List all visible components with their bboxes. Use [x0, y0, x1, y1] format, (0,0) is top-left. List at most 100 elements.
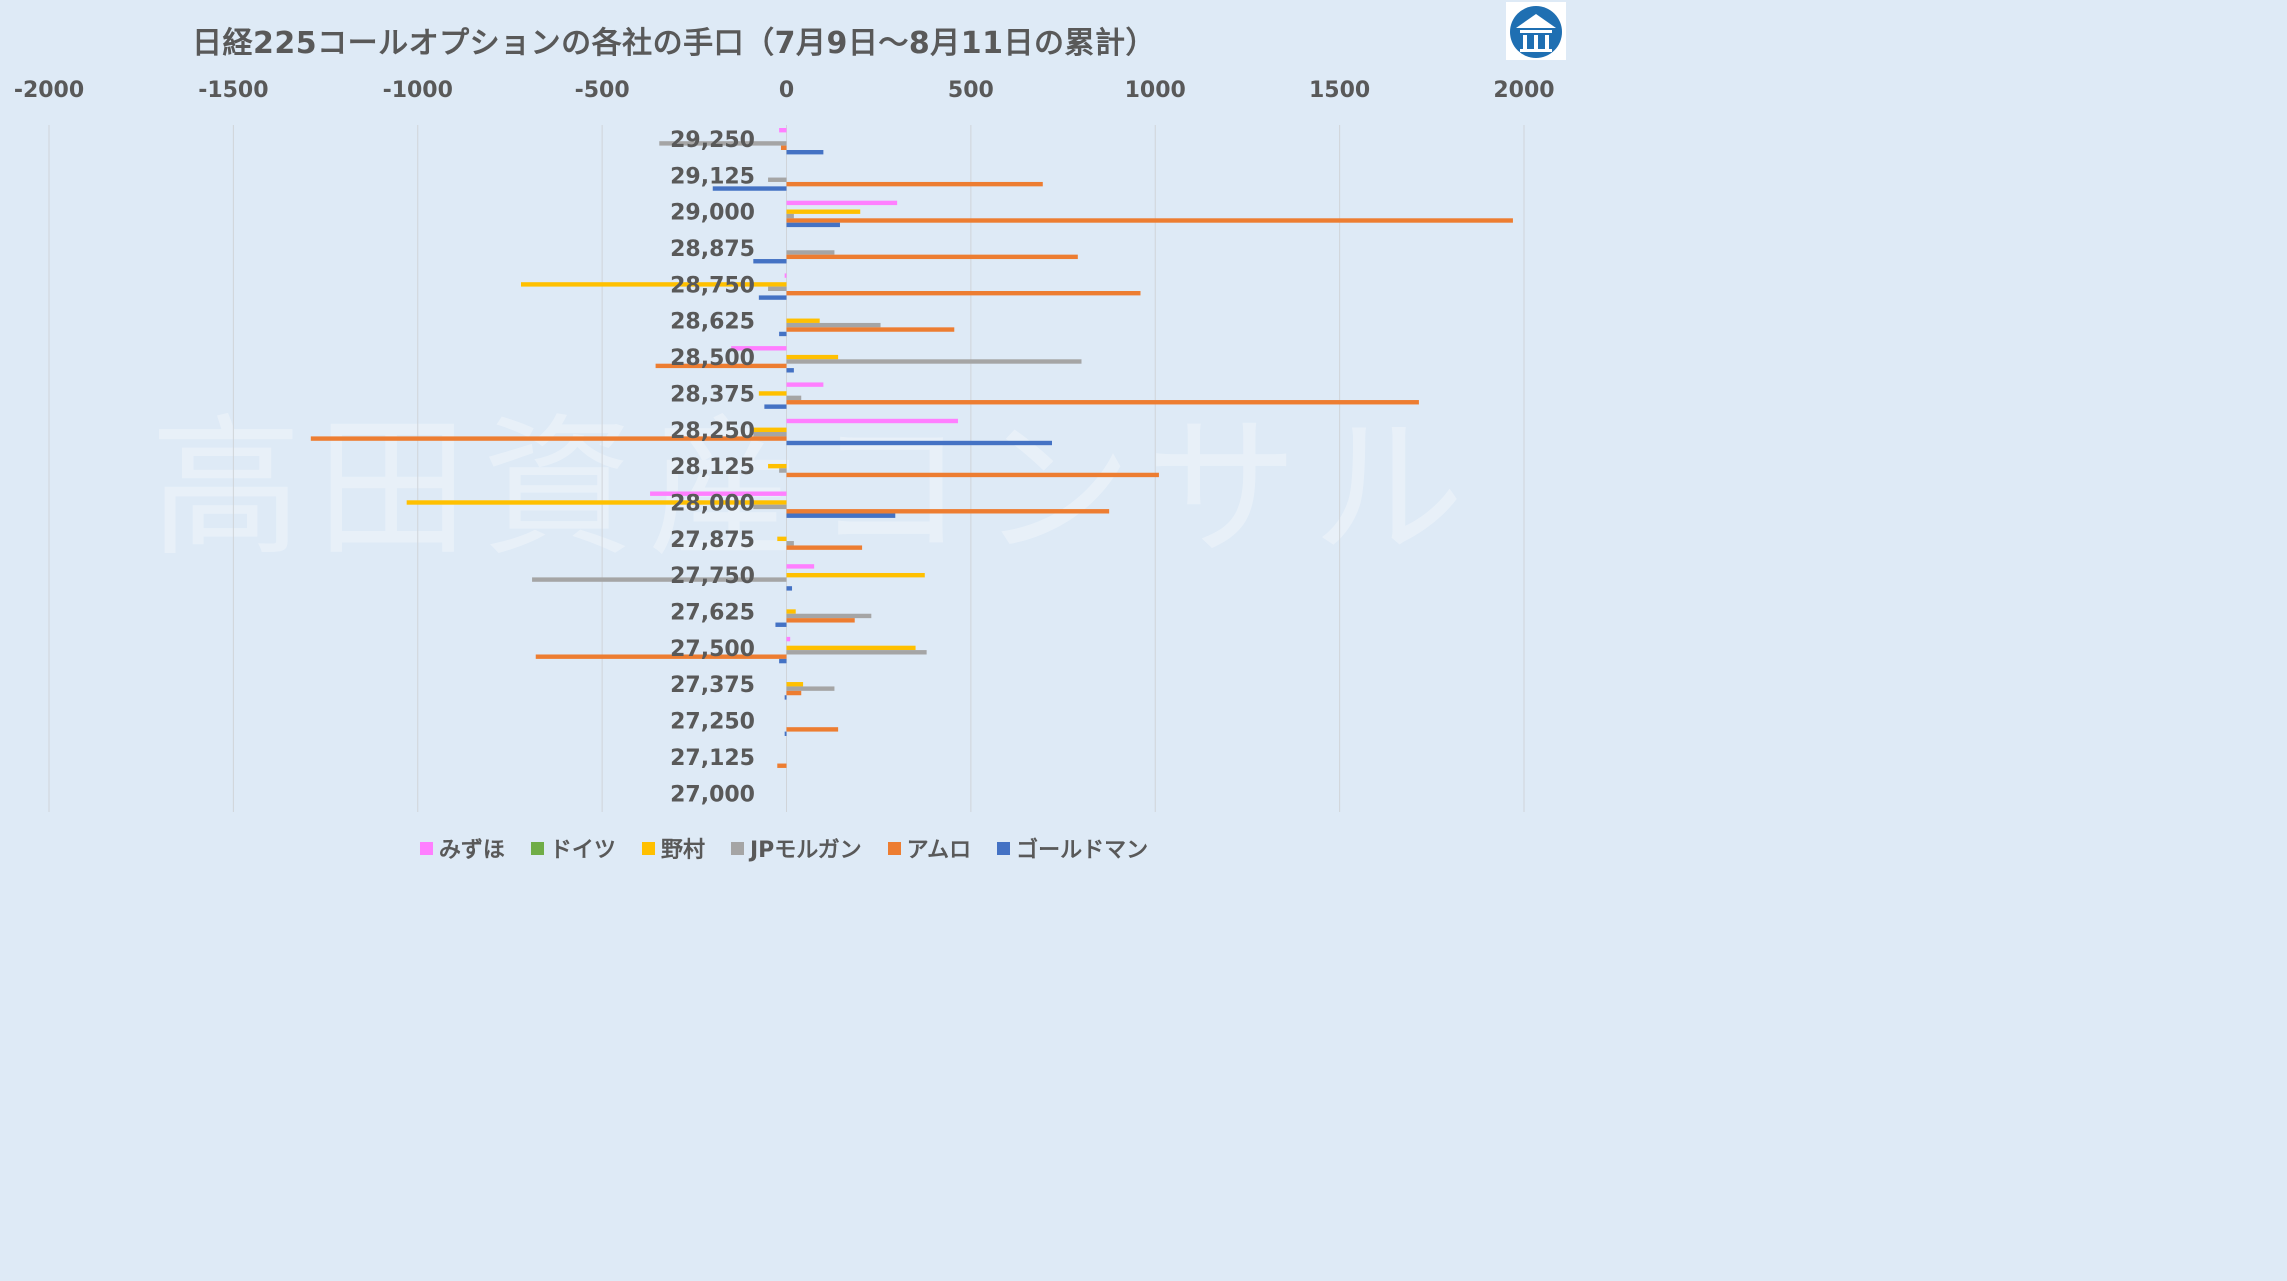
- bar: [786, 727, 839, 732]
- category-label: 28,125: [670, 455, 755, 480]
- legend-swatch: [997, 841, 1011, 855]
- x-tick-label: -2000: [14, 78, 84, 103]
- bar: [786, 213, 794, 219]
- bar: [406, 500, 787, 505]
- bar: [786, 609, 796, 614]
- bar: [650, 491, 787, 496]
- legend-label: ドイツ: [549, 838, 616, 863]
- bar: [786, 618, 855, 623]
- bar: [786, 686, 835, 691]
- bar: [655, 363, 787, 369]
- bar: [786, 541, 794, 546]
- legend-item: アムロ: [887, 832, 972, 864]
- bar: [521, 282, 787, 287]
- bar: [764, 404, 787, 409]
- bar: [786, 322, 881, 328]
- legend-item: JPモルガン: [730, 832, 862, 864]
- legend-swatch: [641, 841, 655, 855]
- legend-item: ゴールドマン: [997, 832, 1148, 864]
- bar: [786, 318, 820, 323]
- chart-title: 日経225コールオプションの各社の手口（7月9日～8月11日の累計）: [192, 26, 1156, 61]
- bar: [779, 331, 787, 337]
- category-label: 27,875: [670, 528, 755, 553]
- category-label: 27,500: [670, 637, 755, 662]
- legend-label: 野村: [660, 838, 705, 863]
- category-label: 28,625: [670, 310, 755, 335]
- bar: [786, 222, 840, 228]
- bar: [786, 181, 1043, 187]
- bar: [786, 359, 1082, 364]
- bar: [786, 545, 863, 550]
- legend-label: みずほ: [438, 838, 505, 863]
- bar: [786, 572, 925, 578]
- bar: [786, 218, 1513, 223]
- bar: [786, 586, 793, 591]
- x-tick-label: 1500: [1309, 78, 1370, 103]
- bar: [786, 382, 824, 387]
- bar: [784, 695, 787, 700]
- bar: [659, 141, 787, 146]
- bar: [786, 636, 791, 642]
- category-label: 27,000: [670, 782, 755, 807]
- bar: [786, 290, 1141, 296]
- bar: [786, 250, 835, 255]
- bar: [786, 682, 804, 687]
- category-label: 27,375: [670, 673, 755, 698]
- bar: [731, 346, 787, 351]
- legend-item: みずほ: [419, 832, 505, 864]
- legend-label: ゴールドマン: [1016, 838, 1149, 863]
- logo-icon: [1506, 2, 1566, 60]
- bar: [780, 145, 787, 150]
- bar: [768, 177, 787, 182]
- legend-label: JPモルガン: [749, 838, 862, 863]
- bar: [786, 613, 872, 619]
- bar: [779, 468, 787, 473]
- bar: [786, 472, 1159, 478]
- legend-item: ドイツ: [530, 832, 616, 864]
- bar: [786, 418, 958, 424]
- bar: [753, 431, 787, 437]
- category-label: 28,000: [670, 491, 755, 516]
- legend-swatch: [887, 841, 901, 855]
- legend-swatch: [730, 841, 744, 855]
- bar: [786, 513, 896, 518]
- bar: [786, 645, 916, 651]
- category-label: 27,750: [670, 564, 755, 589]
- x-tick-label: 1000: [1125, 78, 1186, 103]
- bar: [753, 504, 787, 510]
- bar: [712, 186, 787, 191]
- legend-swatch: [419, 841, 433, 855]
- legend: みずほ ドイツ 野村 JPモルガン アムロ ゴールドマン: [0, 832, 1568, 864]
- bar: [784, 731, 787, 736]
- category-label: 28,500: [670, 346, 755, 371]
- bar: [786, 400, 1419, 405]
- category-label: 27,625: [670, 601, 755, 626]
- x-tick-label: -500: [575, 78, 630, 103]
- bar: [786, 354, 839, 360]
- bar: [786, 395, 802, 401]
- bar: [786, 564, 815, 569]
- x-tick-label: 500: [948, 78, 994, 103]
- x-tick-label: 2000: [1493, 78, 1554, 103]
- x-tick-label: -1000: [383, 78, 453, 103]
- bar: [768, 286, 787, 291]
- bar: [758, 391, 787, 396]
- bar: [779, 658, 787, 664]
- bar: [768, 463, 787, 469]
- bar: [786, 254, 1078, 260]
- bar: [310, 436, 787, 441]
- bar: [777, 536, 787, 542]
- bar: [535, 654, 787, 659]
- bar: [758, 295, 787, 300]
- bar: [786, 509, 1110, 514]
- bar: [786, 327, 955, 332]
- legend-label: アムロ: [906, 838, 972, 863]
- x-tick-label: 0: [779, 78, 794, 103]
- bar: [786, 150, 824, 155]
- legend-swatch: [530, 841, 544, 855]
- category-label: 29,250: [670, 128, 755, 153]
- x-tick-label: -1500: [198, 78, 268, 103]
- category-label: 28,875: [670, 237, 755, 262]
- bar: [786, 650, 927, 655]
- bar-chart: -2000 -1500 -1000 -500 0 500 1000 1500 2000 29,25…: [14, 78, 1555, 812]
